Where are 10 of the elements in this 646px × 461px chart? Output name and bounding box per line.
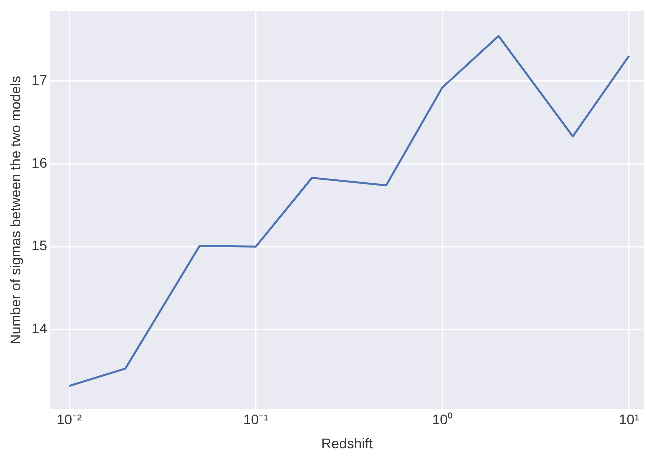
- x-tick-label: 10⁻²: [56, 412, 82, 428]
- x-tick-label: 10⁻¹: [243, 412, 270, 428]
- x-tick-label: 10¹: [619, 412, 640, 428]
- y-tick-label: 15: [32, 238, 48, 254]
- y-axis-title: Number of sigmas between the two models: [7, 76, 24, 345]
- y-tick-label: 16: [32, 154, 48, 171]
- x-axis-title: Redshift: [322, 435, 373, 452]
- x-tick-label: 10⁰: [432, 412, 453, 428]
- y-tick-label: 17: [32, 72, 48, 88]
- y-tick-label: 14: [32, 320, 48, 337]
